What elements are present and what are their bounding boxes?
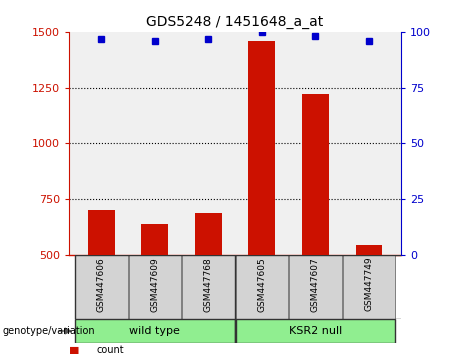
Text: GSM447606: GSM447606	[97, 257, 106, 312]
Bar	[182, 255, 235, 319]
Bar	[302, 94, 329, 354]
Bar	[142, 224, 168, 354]
Text: GSM447749: GSM447749	[365, 257, 373, 312]
Bar	[75, 255, 128, 319]
Text: GSM447609: GSM447609	[150, 257, 160, 312]
Bar	[289, 255, 342, 319]
Bar	[236, 255, 288, 319]
Title: GDS5248 / 1451648_a_at: GDS5248 / 1451648_a_at	[147, 16, 324, 29]
Text: KSR2 null: KSR2 null	[289, 326, 342, 336]
Bar	[343, 255, 395, 319]
Text: wild type: wild type	[130, 326, 180, 336]
Bar	[195, 212, 222, 354]
Bar	[75, 319, 235, 343]
Bar	[88, 210, 115, 354]
Text: count: count	[97, 345, 124, 354]
Text: GSM447607: GSM447607	[311, 257, 320, 312]
Text: genotype/variation: genotype/variation	[2, 326, 95, 336]
Text: GSM447605: GSM447605	[257, 257, 266, 312]
Text: GSM447768: GSM447768	[204, 257, 213, 312]
Bar	[355, 245, 382, 354]
Bar	[236, 319, 395, 343]
Bar	[129, 255, 181, 319]
Bar	[248, 41, 275, 354]
Text: ■: ■	[69, 345, 80, 354]
